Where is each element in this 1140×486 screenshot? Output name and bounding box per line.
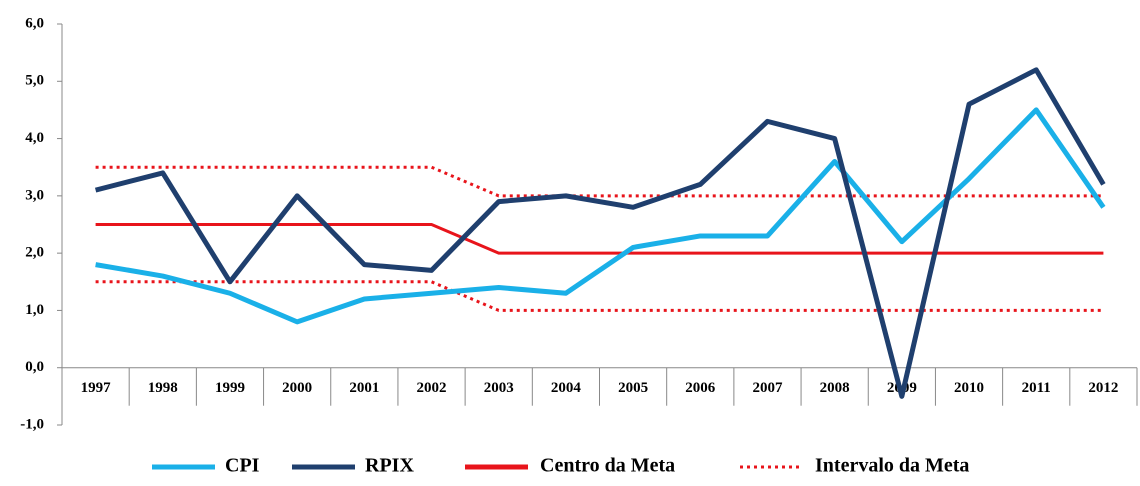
- series-line: [95, 223, 1104, 255]
- legend-label: Centro da Meta: [540, 455, 675, 477]
- x-tick-label: 2012: [1088, 380, 1118, 396]
- x-tick-label: 1997: [81, 380, 112, 396]
- y-tick-label: -1,0: [20, 416, 44, 432]
- x-tick-label: 2003: [484, 380, 514, 396]
- x-tick-label: 1998: [148, 380, 178, 396]
- x-tick-label: 2010: [954, 380, 984, 396]
- x-tick-label: 2004: [551, 380, 582, 396]
- y-tick-label: 5,0: [25, 73, 44, 89]
- series-line: [95, 107, 1106, 325]
- x-tick-label: 2011: [1022, 380, 1051, 396]
- y-tick-label: 2,0: [25, 245, 44, 261]
- x-tick-label: 2008: [820, 380, 850, 396]
- legend-label: RPIX: [365, 455, 414, 477]
- y-tick-label: 4,0: [25, 130, 44, 146]
- x-tick-label: 1999: [215, 380, 245, 396]
- range-line: [95, 280, 1104, 312]
- legend-label: Intervalo da Meta: [815, 455, 969, 477]
- x-tick-label: 2007: [752, 380, 783, 396]
- y-tick-label: 6,0: [25, 15, 44, 31]
- x-tick-label: 2005: [618, 380, 648, 396]
- series-line: [94, 67, 1106, 399]
- y-tick-label: 1,0: [25, 302, 44, 318]
- x-tick-label: 2001: [349, 380, 379, 396]
- x-tick-label: 2000: [282, 380, 312, 396]
- y-tick-label: 3,0: [25, 187, 44, 203]
- x-tick-label: 2006: [685, 380, 716, 396]
- y-tick-label: 0,0: [25, 359, 44, 375]
- x-tick-label: 2002: [417, 380, 447, 396]
- legend-label: CPI: [225, 455, 260, 477]
